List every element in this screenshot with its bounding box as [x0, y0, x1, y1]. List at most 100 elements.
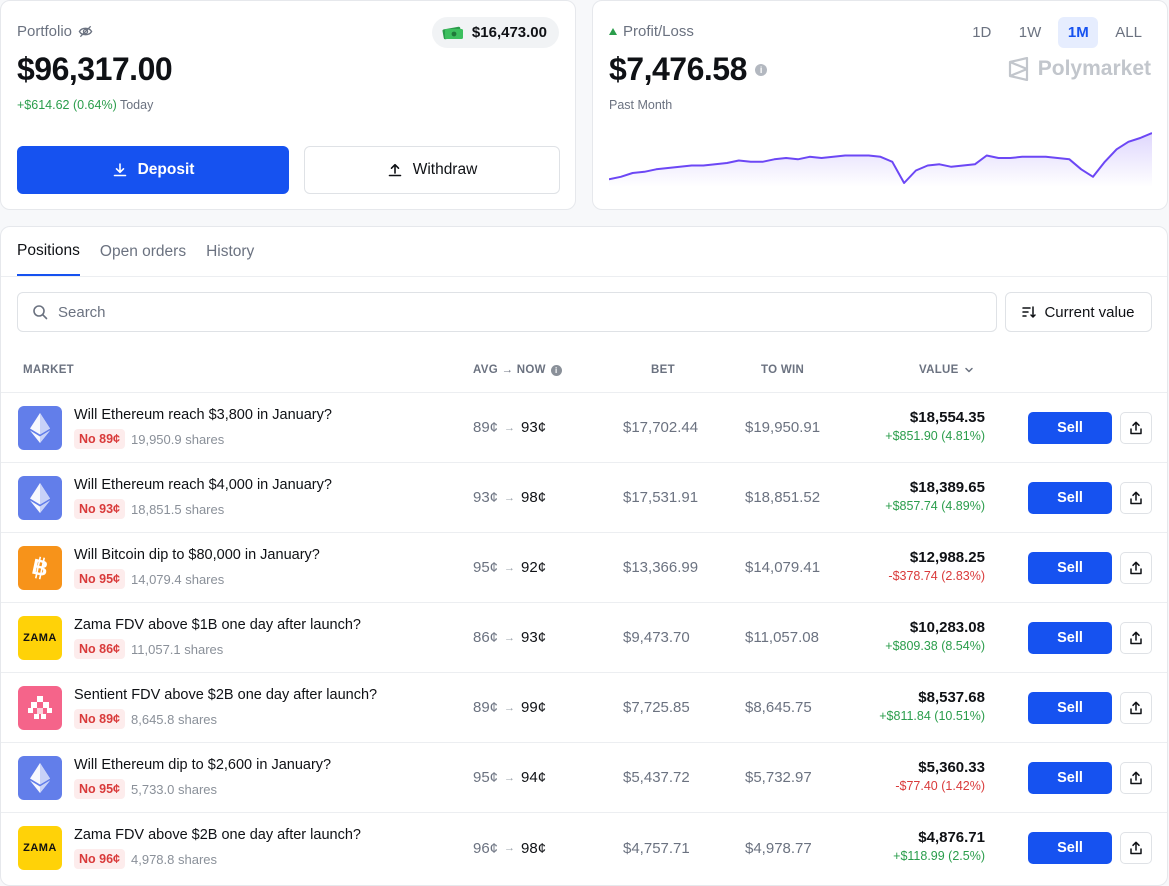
eye-off-icon[interactable] — [78, 24, 93, 39]
bitcoin-icon[interactable]: B — [18, 546, 62, 590]
avg-price: 95¢ — [473, 559, 499, 576]
withdraw-button[interactable]: Withdraw — [304, 146, 560, 194]
info-icon[interactable]: i — [754, 63, 767, 76]
arrow-right-icon: → — [504, 701, 516, 714]
profit-loss-chart — [609, 132, 1152, 187]
ethereum-icon[interactable] — [18, 476, 62, 520]
column-value-label: VALUE — [919, 364, 959, 376]
profit-loss-line — [609, 132, 1152, 184]
market-title[interactable]: Will Ethereum dip to $2,600 in January? — [74, 757, 332, 773]
positions-card: Positions Open orders History Current va… — [0, 226, 1168, 886]
current-value: $18,389.65 — [909, 479, 985, 496]
ethereum-icon[interactable] — [18, 406, 62, 450]
market-subline: No 95¢ 14,079.4 shares — [74, 569, 224, 589]
tab-open-orders[interactable]: Open orders — [99, 242, 187, 260]
range-tabs: 1D 1W 1M ALL — [962, 17, 1151, 48]
portfolio-label: Portfolio — [17, 23, 73, 40]
now-price: 98¢ — [521, 489, 547, 506]
chevron-down-icon — [964, 365, 974, 375]
download-icon — [112, 162, 128, 178]
sell-button[interactable]: Sell — [1028, 482, 1112, 514]
value-cell: $5,360.33 -$77.40 (1.42%) — [895, 759, 985, 793]
profit-loss-area — [609, 133, 1152, 187]
value-change: +$857.74 (4.89%) — [885, 499, 985, 513]
sell-button[interactable]: Sell — [1028, 692, 1112, 724]
share-button[interactable] — [1120, 762, 1152, 794]
sell-button[interactable]: Sell — [1028, 622, 1112, 654]
cash-balance-pill[interactable]: $16,473.00 — [431, 17, 559, 48]
value-change: +$811.84 (10.51%) — [879, 709, 985, 723]
shares-count: 5,733.0 shares — [131, 781, 218, 797]
share-icon — [1129, 841, 1143, 855]
to-win-amount: $8,645.75 — [745, 699, 812, 716]
value-cell: $8,537.68 +$811.84 (10.51%) — [879, 689, 985, 723]
share-button[interactable] — [1120, 692, 1152, 724]
market-title[interactable]: Will Ethereum reach $4,000 in January? — [74, 477, 332, 493]
now-price: 92¢ — [521, 559, 547, 576]
positions-tabs: Positions Open orders History — [17, 227, 254, 276]
avg-price: 89¢ — [473, 419, 499, 436]
column-value[interactable]: VALUE — [919, 347, 974, 393]
avg-now-cell: 89¢ → 93¢ — [473, 393, 546, 462]
avg-price: 95¢ — [473, 769, 499, 786]
share-button[interactable] — [1120, 482, 1152, 514]
share-button[interactable] — [1120, 412, 1152, 444]
market-subline: No 95¢ 5,733.0 shares — [74, 779, 217, 799]
market-title[interactable]: Zama FDV above $1B one day after launch? — [74, 617, 361, 633]
shares-count: 11,057.1 shares — [131, 641, 224, 657]
sell-button[interactable]: Sell — [1028, 832, 1112, 864]
market-title[interactable]: Will Bitcoin dip to $80,000 in January? — [74, 547, 320, 563]
zama-icon[interactable]: ZAMA — [18, 826, 62, 870]
market-subline: No 93¢ 18,851.5 shares — [74, 499, 224, 519]
now-price: 93¢ — [521, 419, 547, 436]
outcome-badge: No 89¢ — [74, 709, 125, 729]
polymarket-logo: Polymarket — [1008, 57, 1151, 81]
tab-history[interactable]: History — [206, 242, 255, 260]
positions-list: Will Ethereum reach $3,800 in January? No… — [1, 393, 1167, 883]
column-market: MARKET — [23, 364, 74, 376]
sell-button[interactable]: Sell — [1028, 412, 1112, 444]
ethereum-icon[interactable] — [18, 756, 62, 800]
deposit-label: Deposit — [137, 161, 195, 178]
cash-icon — [442, 25, 464, 41]
svg-text:B: B — [30, 555, 51, 581]
column-bet: BET — [651, 364, 675, 376]
zama-icon[interactable]: ZAMA — [18, 616, 62, 660]
market-title[interactable]: Will Ethereum reach $3,800 in January? — [74, 407, 332, 423]
share-button[interactable] — [1120, 832, 1152, 864]
profit-loss-header: Profit/Loss — [609, 23, 694, 40]
now-price: 99¢ — [521, 699, 547, 716]
search-box[interactable] — [17, 292, 997, 332]
sort-button[interactable]: Current value — [1005, 292, 1152, 332]
market-title[interactable]: Zama FDV above $2B one day after launch? — [74, 827, 361, 843]
tab-positions[interactable]: Positions — [17, 227, 80, 276]
cash-balance: $16,473.00 — [471, 24, 547, 41]
to-win-amount: $11,057.08 — [745, 629, 819, 646]
sell-button[interactable]: Sell — [1028, 552, 1112, 584]
market-title[interactable]: Sentient FDV above $2B one day after lau… — [74, 687, 378, 703]
avg-price: 89¢ — [473, 699, 499, 716]
sell-button[interactable]: Sell — [1028, 762, 1112, 794]
current-value: $10,283.08 — [909, 619, 985, 636]
search-input[interactable] — [58, 303, 958, 321]
share-button[interactable] — [1120, 622, 1152, 654]
avg-price: 96¢ — [473, 839, 499, 857]
profit-loss-value-row: $7,476.58 i — [609, 51, 767, 88]
table-row: Will Ethereum dip to $2,600 in January? N… — [1, 743, 1167, 813]
deposit-button[interactable]: Deposit — [17, 146, 289, 194]
info-icon[interactable]: i — [550, 364, 562, 376]
share-icon — [1129, 491, 1143, 505]
shares-count: 19,950.9 shares — [131, 431, 225, 447]
sentient-icon[interactable] — [18, 686, 62, 730]
arrow-right-icon: → — [504, 421, 516, 434]
bet-amount: $17,702.44 — [623, 419, 699, 436]
brand-name: Polymarket — [1037, 57, 1151, 80]
bet-amount: $13,366.99 — [623, 559, 699, 576]
to-win-amount: $4,978.77 — [745, 839, 812, 857]
range-tab-1m[interactable]: 1M — [1058, 17, 1099, 48]
share-button[interactable] — [1120, 552, 1152, 584]
range-tab-1d[interactable]: 1D — [972, 24, 992, 41]
avg-now-cell: 95¢ → 94¢ — [473, 743, 546, 812]
range-tab-all[interactable]: ALL — [1115, 24, 1142, 41]
range-tab-1w[interactable]: 1W — [1018, 24, 1042, 41]
